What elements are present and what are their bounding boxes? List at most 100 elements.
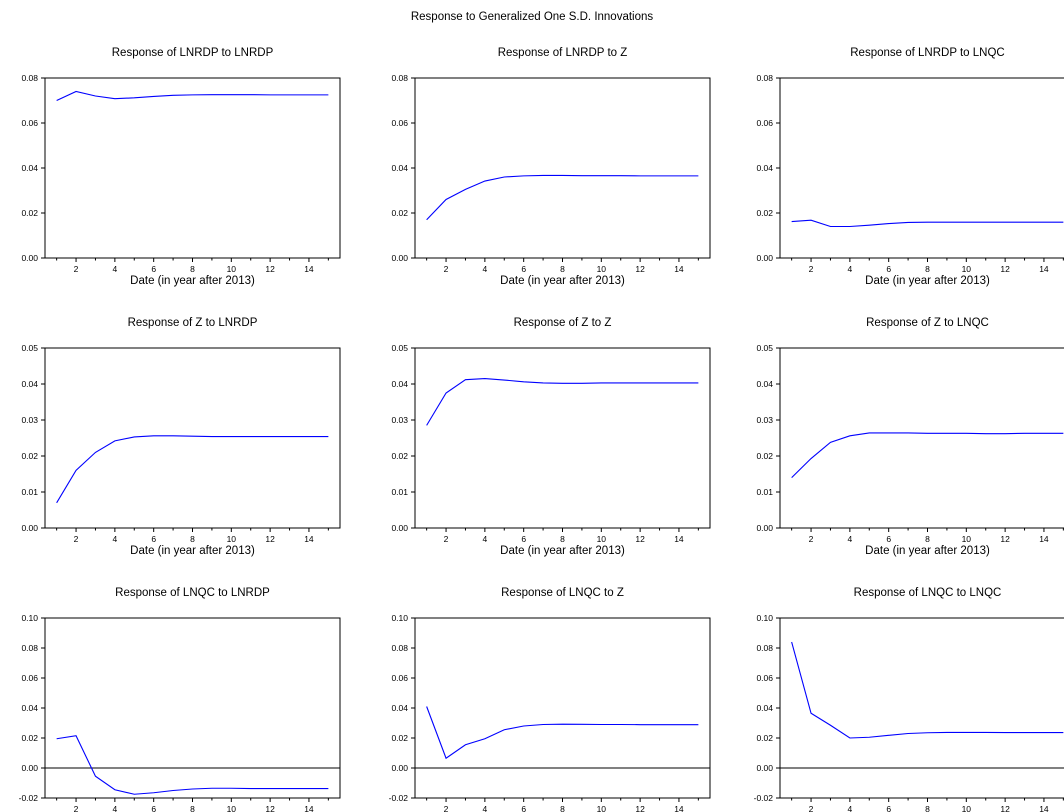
x-tick-label: 8 xyxy=(925,534,930,544)
x-tick-label: 2 xyxy=(444,534,449,544)
x-tick-label: 14 xyxy=(674,534,684,544)
x-tick-label: 12 xyxy=(265,804,275,812)
chart-panel: Response of Z to LNQC 0.00 0.01 0.02 0.03 0.0… xyxy=(735,270,1064,557)
x-tick-label: 8 xyxy=(560,264,565,274)
chart-title: Response of LNQC to Z xyxy=(501,587,624,599)
y-tick-label: 0.01 xyxy=(391,487,408,497)
y-tick-label: 0.00 xyxy=(756,763,773,773)
x-axis-label: Date (in year after 2013) xyxy=(130,545,255,557)
response-line xyxy=(56,90,329,101)
y-tick-label: 0.06 xyxy=(756,118,773,128)
x-tick-label: 6 xyxy=(521,534,526,544)
y-tick-label: 0.05 xyxy=(756,343,773,353)
y-tick-label: 0.08 xyxy=(391,643,408,653)
chart-title: Response of Z to LNRDP xyxy=(128,317,258,329)
y-tick-label: 0.01 xyxy=(756,487,773,497)
y-tick-label: 0.03 xyxy=(391,415,408,425)
x-tick-label: 14 xyxy=(304,264,314,274)
x-axis-label: Date (in year after 2013) xyxy=(500,275,625,287)
x-tick-label: 8 xyxy=(560,534,565,544)
y-tick-label: 0.08 xyxy=(391,73,408,83)
chart-title: Response of LNRDP to LNQC xyxy=(850,47,1004,59)
y-tick-label: 0.08 xyxy=(21,643,38,653)
y-tick-label: 0.06 xyxy=(391,673,408,683)
chart-svg: Response of LNQC to Z -0.02 0.00 0.02 0.04 0.… xyxy=(389,587,711,812)
chart-svg: Response of Z to LNQC 0.00 0.01 0.02 0.03 0.0… xyxy=(756,317,1064,557)
x-tick-label: 6 xyxy=(151,804,156,812)
x-tick-label: 4 xyxy=(848,534,853,544)
plot-frame xyxy=(779,617,1064,799)
y-tick-label: 0.02 xyxy=(756,451,773,461)
x-tick-label: 2 xyxy=(74,804,79,812)
x-tick-label: 4 xyxy=(483,534,488,544)
y-tick-label: 0.10 xyxy=(21,613,38,623)
x-tick-label: 10 xyxy=(227,804,237,812)
x-tick-label: 14 xyxy=(674,804,684,812)
x-tick-label: 4 xyxy=(483,804,488,812)
plot-frame xyxy=(414,77,711,259)
x-tick-label: 8 xyxy=(560,804,565,812)
plot-frame xyxy=(779,347,1064,529)
response-line xyxy=(426,174,699,221)
y-tick-label: 0.04 xyxy=(391,379,408,389)
y-tick-label: 0.04 xyxy=(21,379,38,389)
y-tick-label: 0.08 xyxy=(756,643,773,653)
chart-title: Response of LNQC to LNQC xyxy=(854,587,1002,599)
x-tick-label: 10 xyxy=(962,804,972,812)
x-tick-label: 2 xyxy=(444,804,449,812)
x-tick-label: 14 xyxy=(304,534,314,544)
chart-panel: Response of LNRDP to LNQC 0.00 0.02 0.04 0.0… xyxy=(735,0,1064,287)
y-tick-label: 0.02 xyxy=(756,208,773,218)
chart-svg: Response of LNQC to LNRDP -0.02 0.00 0.02 0.… xyxy=(19,587,341,812)
x-tick-label: 4 xyxy=(113,264,118,274)
y-tick-label: 0.03 xyxy=(756,415,773,425)
y-tick-label: 0.02 xyxy=(21,733,38,743)
x-tick-label: 4 xyxy=(113,804,118,812)
x-tick-label: 6 xyxy=(886,804,891,812)
response-line xyxy=(56,735,329,795)
x-tick-label: 10 xyxy=(597,264,607,274)
x-tick-label: 6 xyxy=(521,804,526,812)
y-tick-label: 0.04 xyxy=(756,163,773,173)
y-tick-label: 0.00 xyxy=(391,523,408,533)
y-tick-label: 0.04 xyxy=(756,703,773,713)
x-tick-label: 6 xyxy=(151,264,156,274)
x-tick-label: 4 xyxy=(113,534,118,544)
x-tick-label: 2 xyxy=(74,534,79,544)
y-tick-label: 0.04 xyxy=(756,379,773,389)
x-tick-label: 12 xyxy=(265,264,275,274)
chart-panel: Response of LNRDP to LNRDP 0.00 0.02 0.04 0.… xyxy=(0,0,355,287)
x-tick-label: 10 xyxy=(597,534,607,544)
x-tick-label: 14 xyxy=(1039,534,1049,544)
chart-panel: Response of Z to Z 0.00 0.01 0.02 0.03 0.04 0.… xyxy=(370,270,725,557)
chart-title: Response of LNRDP to Z xyxy=(498,47,628,59)
x-axis-label: Date (in year after 2013) xyxy=(865,275,990,287)
y-tick-label: 0.05 xyxy=(391,343,408,353)
x-tick-label: 10 xyxy=(962,534,972,544)
x-tick-label: 12 xyxy=(635,804,645,812)
y-tick-label: 0.02 xyxy=(21,208,38,218)
x-tick-label: 12 xyxy=(635,264,645,274)
x-tick-label: 14 xyxy=(1039,264,1049,274)
y-tick-label: 0.00 xyxy=(391,763,408,773)
x-tick-label: 6 xyxy=(886,534,891,544)
x-tick-label: 8 xyxy=(190,264,195,274)
x-tick-label: 10 xyxy=(597,804,607,812)
x-tick-label: 6 xyxy=(886,264,891,274)
plot-frame xyxy=(414,347,711,529)
chart-svg: Response of LNRDP to LNQC 0.00 0.02 0.04 0.0… xyxy=(756,47,1064,287)
response-line xyxy=(56,435,329,504)
response-line xyxy=(791,219,1064,228)
chart-title: Response of LNQC to LNRDP xyxy=(115,587,270,599)
y-tick-label: 0.00 xyxy=(21,523,38,533)
plot-frame xyxy=(44,617,341,799)
x-axis-label: Date (in year after 2013) xyxy=(865,545,990,557)
y-tick-label: 0.02 xyxy=(756,733,773,743)
chart-panel: Response of LNRDP to Z 0.00 0.02 0.04 0.06 0.… xyxy=(370,0,725,287)
y-tick-label: 0.03 xyxy=(21,415,38,425)
y-tick-label: 0.02 xyxy=(391,451,408,461)
y-tick-label: 0.00 xyxy=(21,253,38,263)
chart-title: Response of LNRDP to LNRDP xyxy=(112,47,274,59)
y-tick-label: -0.02 xyxy=(389,793,409,803)
response-line xyxy=(791,641,1064,739)
